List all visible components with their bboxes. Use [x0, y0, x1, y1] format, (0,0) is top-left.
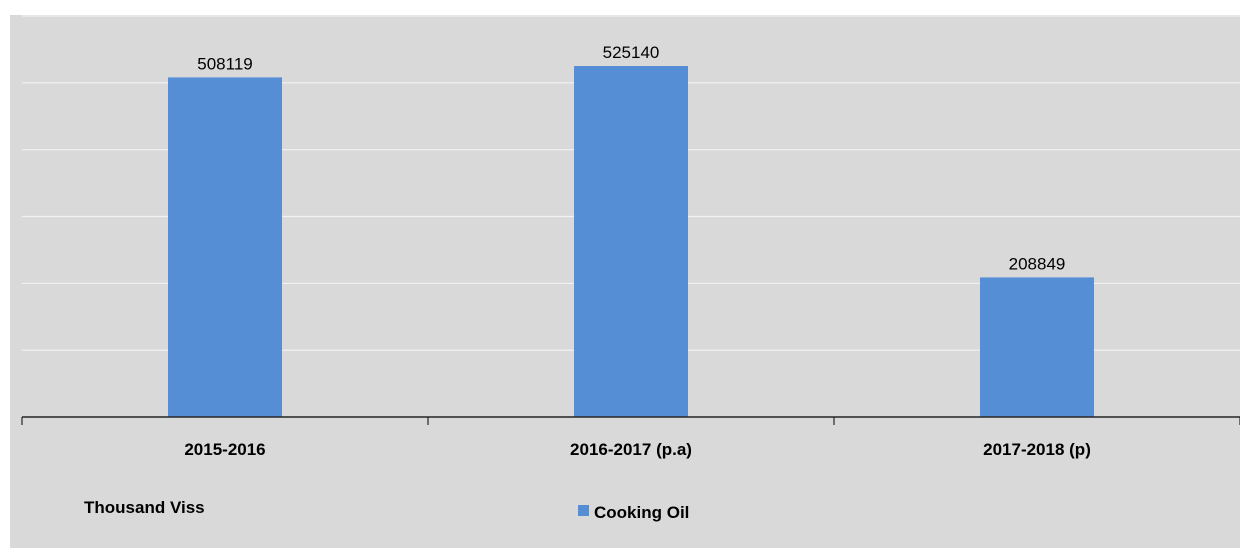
legend-swatch [578, 505, 589, 516]
unit-label: Thousand Viss [84, 498, 205, 517]
data-label: 208849 [1009, 254, 1066, 273]
x-tick-labels: 2015-2016 2016-2017 (p.a) 2017-2018 (p) [184, 440, 1091, 459]
x-tick-label: 2015-2016 [184, 440, 265, 459]
legend: Cooking Oil [578, 503, 689, 522]
bar [980, 277, 1094, 417]
legend-label: Cooking Oil [594, 503, 689, 522]
data-label: 525140 [603, 43, 660, 62]
data-label: 508119 [197, 54, 252, 73]
x-tick-label: 2017-2018 (p) [983, 440, 1091, 459]
x-axis [21, 416, 1240, 425]
bar [574, 66, 688, 417]
x-tick-label: 2016-2017 (p.a) [570, 440, 692, 459]
bars [168, 66, 1094, 417]
bar [168, 77, 282, 417]
data-labels: 508119 525140 208849 [197, 43, 1065, 273]
